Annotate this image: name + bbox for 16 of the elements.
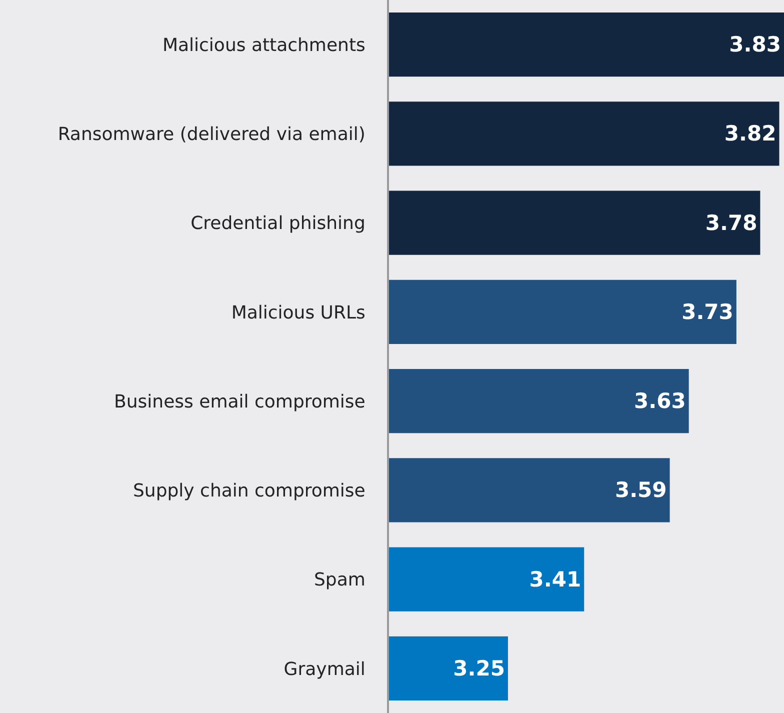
data-label: 3.83	[729, 32, 781, 57]
data-label: 3.82	[724, 122, 776, 146]
y-tick-label: Malicious attachments	[162, 34, 366, 56]
y-tick-label: Spam	[314, 570, 366, 591]
y-tick-label: Malicious URLs	[231, 302, 366, 324]
data-label: 3.63	[634, 389, 686, 414]
y-tick-label: Credential phishing	[190, 213, 366, 234]
y-tick-label: Supply chain compromise	[132, 480, 366, 502]
y-tick-label: Graymail	[284, 658, 366, 680]
y-tick-label: Business email compromise	[114, 391, 366, 412]
data-label: 3.78	[705, 210, 758, 235]
y-tick-label: Ransomware (delivered via email)	[58, 124, 366, 145]
data-label: 3.41	[529, 567, 582, 592]
data-label: 3.25	[453, 656, 505, 680]
data-label: 3.73	[682, 300, 734, 324]
data-label: 3.59	[614, 478, 667, 502]
